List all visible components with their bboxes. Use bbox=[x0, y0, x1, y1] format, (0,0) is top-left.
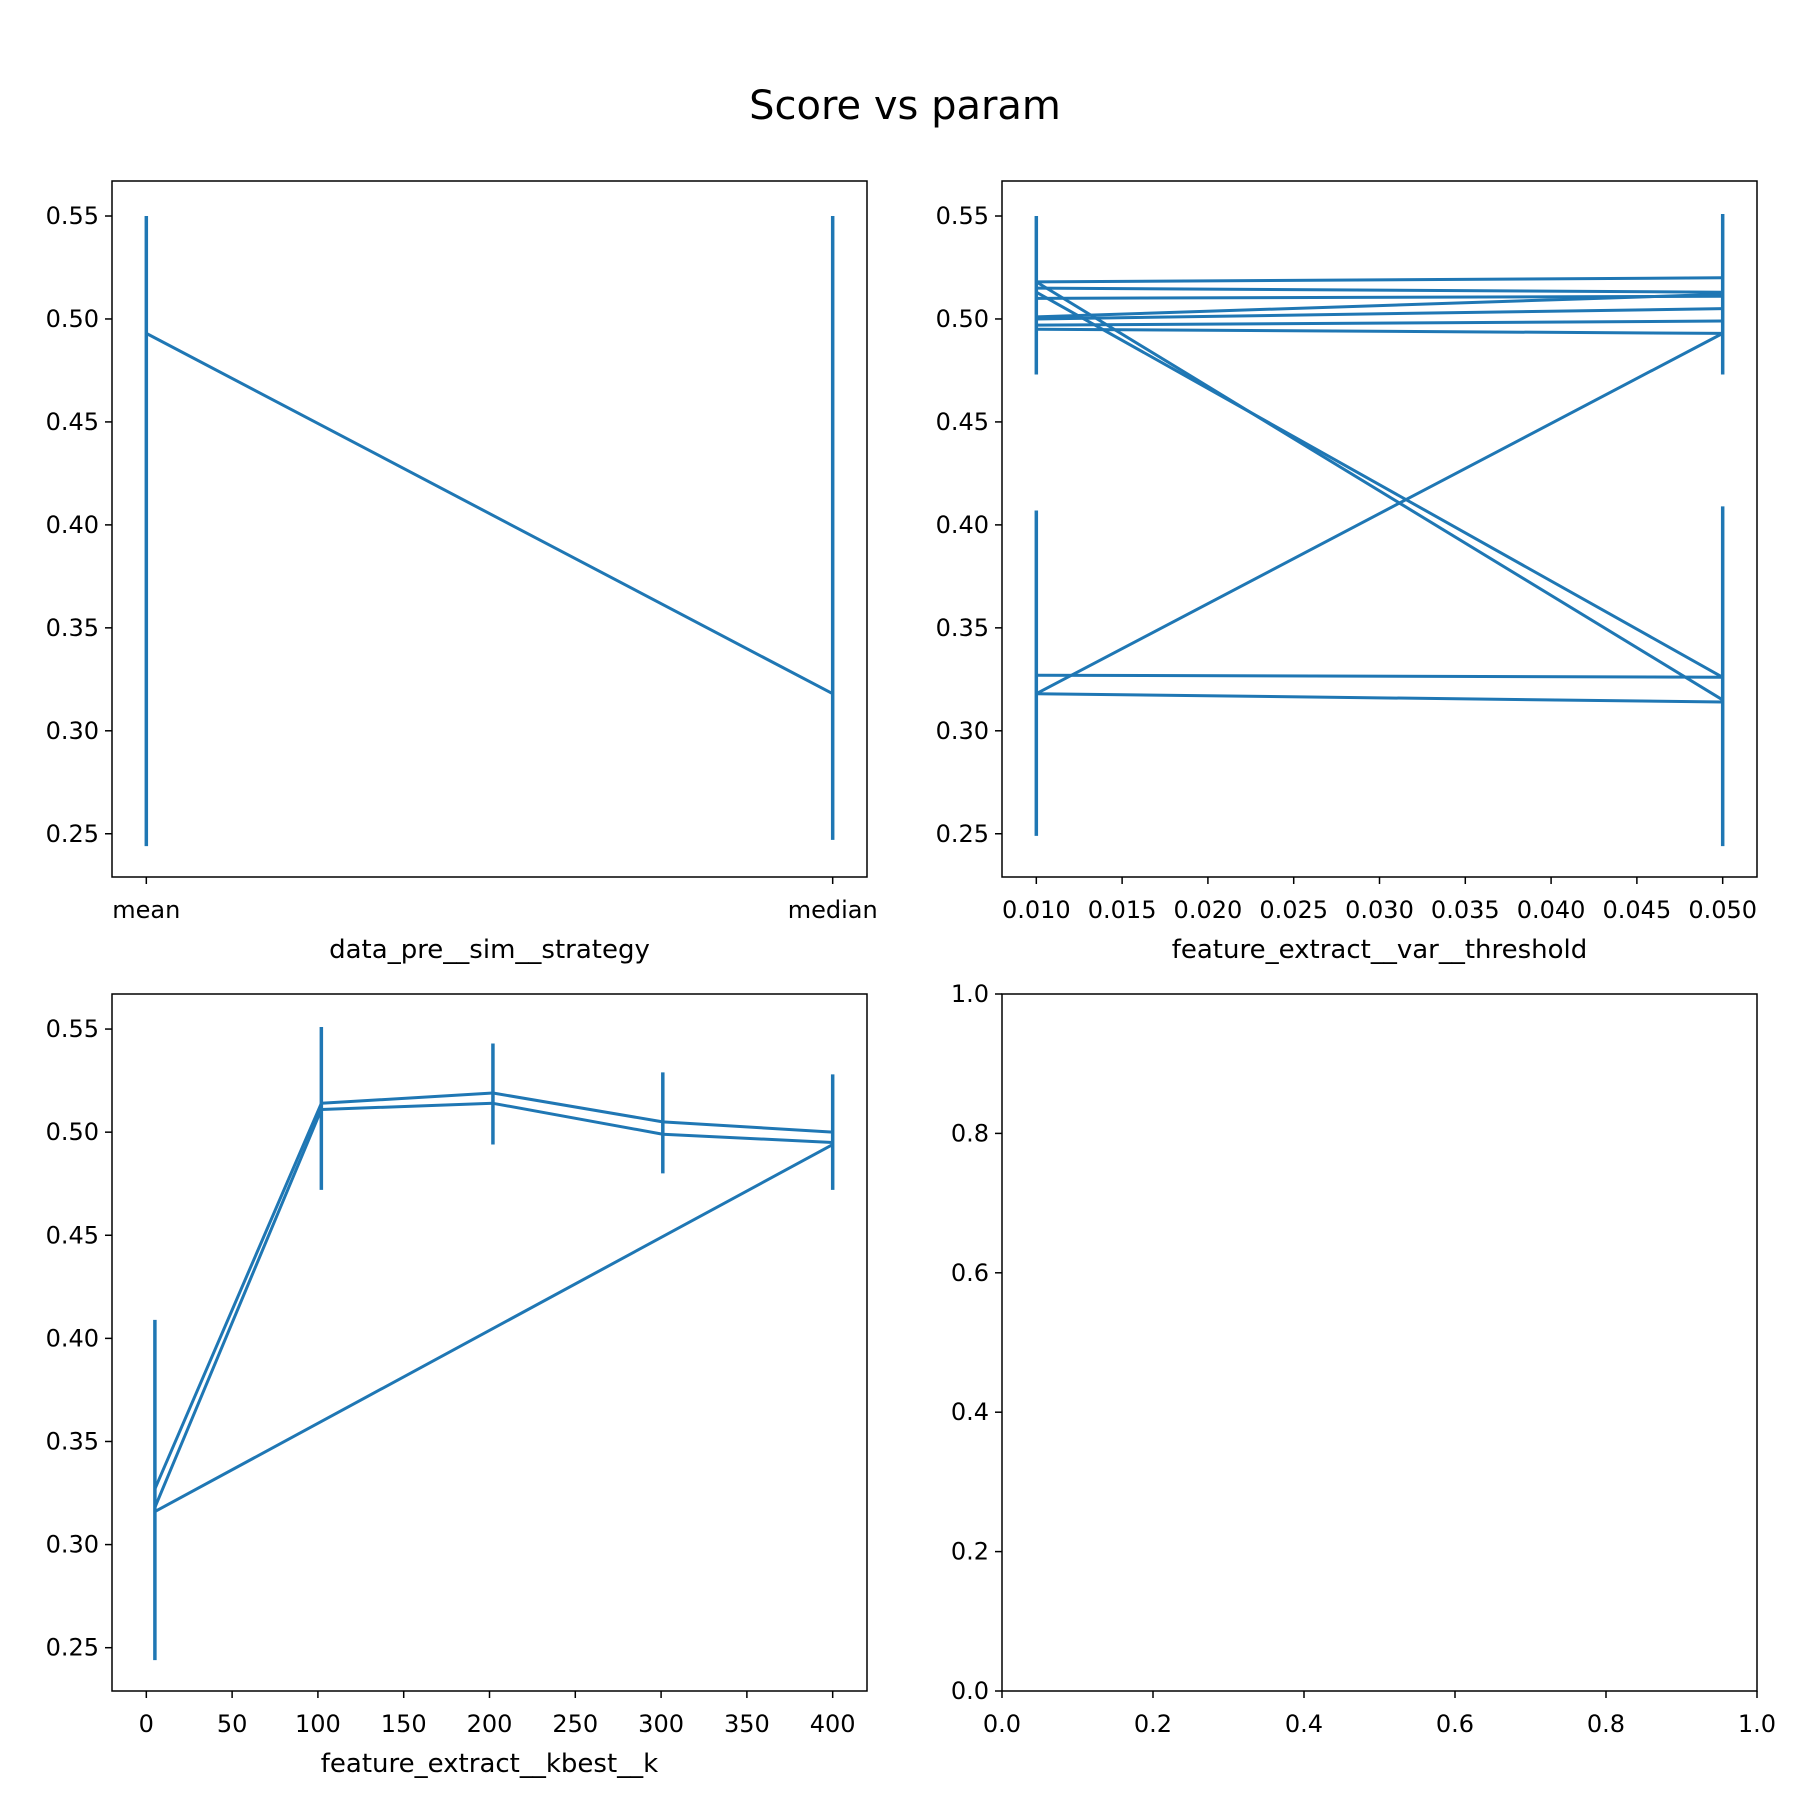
y-tick-label: 0.6 bbox=[951, 1259, 989, 1287]
y-tick-label: 0.40 bbox=[46, 511, 99, 539]
x-tick-label: 350 bbox=[724, 1710, 770, 1738]
series-line-7 bbox=[1036, 327, 1723, 335]
figure-title: Score vs param bbox=[749, 83, 1061, 129]
y-tick-label: 0.35 bbox=[936, 614, 989, 642]
y-tick-label: 0.30 bbox=[46, 1531, 99, 1559]
x-tick-label: 0.010 bbox=[1002, 896, 1071, 924]
series-line-8 bbox=[1035, 280, 1724, 702]
x-tick-label: 100 bbox=[295, 1710, 341, 1738]
x-tick-label: 300 bbox=[638, 1710, 684, 1738]
x-tick-label: 0.015 bbox=[1088, 896, 1157, 924]
series-line-10 bbox=[1035, 332, 1724, 696]
y-tick-label: 0.55 bbox=[46, 1015, 99, 1043]
x-tick-label: 0.4 bbox=[1285, 1710, 1323, 1738]
x-tick-label: 0.2 bbox=[1134, 1710, 1172, 1738]
subplot-var_threshold: 0.25 0.30 0.35 0.40 0.45 0.50 0.55 0.010 0.015 0.… bbox=[936, 180, 1758, 965]
series-line-2 bbox=[153, 1101, 833, 1509]
y-tick-label: 0.0 bbox=[951, 1677, 989, 1705]
series-line-2 bbox=[1036, 286, 1723, 294]
series-line-4 bbox=[1036, 292, 1723, 319]
x-tick-label: 1.0 bbox=[1738, 1710, 1776, 1738]
y-tick-label: 0.2 bbox=[951, 1538, 989, 1566]
y-tick-label: 0.25 bbox=[936, 820, 989, 848]
axes-frame bbox=[111, 180, 868, 878]
subplot-kbest_k: 0.25 0.30 0.35 0.40 0.45 0.50 0.55 0 50 100 150 200… bbox=[46, 993, 868, 1779]
x-tick-label: 0.030 bbox=[1345, 896, 1414, 924]
y-tick-label: 0.45 bbox=[936, 408, 989, 436]
y-tick-label: 0.25 bbox=[46, 820, 99, 848]
subplot-strategy: 0.25 0.30 0.35 0.40 0.45 0.50 0.55 mean median da… bbox=[46, 180, 878, 965]
x-tick-label: 0 bbox=[139, 1710, 154, 1738]
x-tick-label: median bbox=[788, 896, 878, 924]
x-tick-label: 0.6 bbox=[1436, 1710, 1474, 1738]
y-tick-label: 0.30 bbox=[936, 717, 989, 745]
x-axis-label: feature_extract__var__threshold bbox=[1172, 935, 1588, 965]
y-tick-label: 0.35 bbox=[46, 1427, 99, 1455]
series-line-1 bbox=[145, 332, 834, 696]
y-tick-label: 0.55 bbox=[46, 202, 99, 230]
y-tick-label: 1.0 bbox=[951, 980, 989, 1008]
x-axis-label: data_pre__sim__strategy bbox=[329, 935, 650, 965]
x-tick-label: mean bbox=[112, 896, 180, 924]
x-tick-label: 400 bbox=[810, 1710, 856, 1738]
series-line-5 bbox=[1036, 307, 1723, 321]
y-tick-label: 0.35 bbox=[46, 614, 99, 642]
series-line-3 bbox=[154, 1143, 834, 1513]
series-line-6 bbox=[1036, 319, 1723, 327]
x-tick-label: 50 bbox=[217, 1710, 248, 1738]
series-line-11 bbox=[1036, 673, 1723, 679]
x-tick-label: 0.040 bbox=[1517, 896, 1586, 924]
series-line-12 bbox=[1036, 692, 1723, 704]
axes-frame bbox=[1001, 180, 1758, 878]
x-tick-label: 200 bbox=[467, 1710, 513, 1738]
x-tick-label: 250 bbox=[552, 1710, 598, 1738]
subplot-empty: 0.0 0.2 0.4 0.6 0.8 1.0 0.0 0.2 0.4 0.6 0.8 1.0 bbox=[951, 980, 1776, 1738]
y-tick-label: 0.50 bbox=[46, 1118, 99, 1146]
x-axis-label: feature_extract__kbest__k bbox=[321, 1749, 658, 1779]
y-tick-label: 0.4 bbox=[951, 1398, 989, 1426]
axes-frame bbox=[1001, 993, 1758, 1692]
y-tick-label: 0.40 bbox=[936, 511, 989, 539]
y-tick-label: 0.50 bbox=[46, 305, 99, 333]
series-line-1 bbox=[1036, 276, 1723, 284]
x-tick-label: 0.025 bbox=[1259, 896, 1328, 924]
x-tick-label: 150 bbox=[381, 1710, 427, 1738]
y-tick-label: 0.55 bbox=[936, 202, 989, 230]
x-tick-label: 0.045 bbox=[1603, 896, 1672, 924]
y-tick-label: 0.45 bbox=[46, 1221, 99, 1249]
y-tick-label: 0.8 bbox=[951, 1119, 989, 1147]
y-tick-label: 0.50 bbox=[936, 305, 989, 333]
y-tick-label: 0.30 bbox=[46, 717, 99, 745]
x-tick-label: 0.0 bbox=[983, 1710, 1021, 1738]
y-tick-label: 0.45 bbox=[46, 408, 99, 436]
series-line-9 bbox=[1035, 290, 1724, 679]
y-tick-label: 0.40 bbox=[46, 1324, 99, 1352]
x-tick-label: 0.8 bbox=[1587, 1710, 1625, 1738]
series-line-1 bbox=[153, 1091, 833, 1490]
y-tick-label: 0.25 bbox=[46, 1634, 99, 1662]
x-tick-label: 0.020 bbox=[1174, 896, 1243, 924]
x-tick-label: 0.035 bbox=[1431, 896, 1500, 924]
x-tick-label: 0.050 bbox=[1688, 896, 1757, 924]
